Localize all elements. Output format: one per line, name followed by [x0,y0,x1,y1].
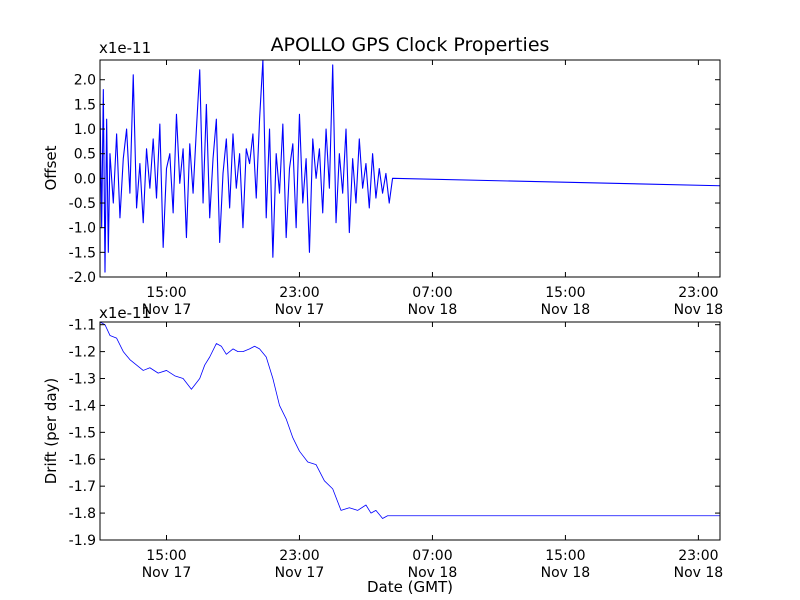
offset-x-tick-time: 15:00 [146,285,186,301]
drift-y-tick-label: -1.5 [69,425,96,441]
offset-x-tick-date: Nov 18 [541,302,591,318]
drift-x-tick-time: 15:00 [545,548,585,564]
drift-x-tick-date: Nov 18 [674,565,724,581]
drift-series-line-0 [99,321,720,519]
offset-y-tick-label: -1.0 [69,221,96,237]
offset-y-tick-label: -1.5 [69,245,96,261]
offset-x-tick-time: 23:00 [279,285,319,301]
drift-x-tick-time: 23:00 [279,548,319,564]
drift-y-tick-label: -1.2 [69,345,96,361]
drift-y-tick-label: -1.8 [69,506,96,522]
drift-y-tick-label: -1.6 [69,452,96,468]
offset-x-tick-time: 07:00 [412,285,452,301]
offset-x-tick-date: Nov 17 [142,302,192,318]
drift-axis-label: Drift (per day) [42,378,60,485]
drift-x-tick-date: Nov 18 [541,565,591,581]
offset-x-tick-date: Nov 18 [674,302,724,318]
drift-y-tick-label: -1.3 [69,372,96,388]
drift-y-tick-label: -1.4 [69,398,96,414]
offset-y-tick-label: 1.5 [74,97,96,113]
offset-y-tick-label: 0.5 [74,147,96,163]
drift-x-tick-time: 15:00 [146,548,186,564]
x-axis-label: Date (GMT) [367,578,453,596]
offset-y-tick-label: 2.0 [74,73,96,89]
drift-x-tick-time: 07:00 [412,548,452,564]
offset-y-tick-label: -2.0 [69,270,96,286]
offset-x-tick-date: Nov 18 [408,302,458,318]
drift-x-tick-date: Nov 17 [142,565,192,581]
drift-x-tick-date: Nov 17 [275,565,325,581]
drift-y-tick-label: -1.1 [69,318,96,334]
offset-axis-label: Offset [42,145,60,190]
offset-y-tick-label: 0.0 [74,171,96,187]
offset-series-line-0 [99,59,721,273]
offset-y-tick-label: -0.5 [69,196,96,212]
drift-axes-frame [99,321,721,541]
offset-x-tick-date: Nov 17 [275,302,325,318]
drift-axis-multiplier: x1e-11 [99,304,151,322]
offset-x-tick-time: 23:00 [678,285,718,301]
offset-axis-multiplier: x1e-11 [99,39,151,57]
offset-axes-frame [99,59,721,278]
drift-y-tick-label: -1.9 [69,533,96,549]
offset-y-tick-label: 1.0 [74,122,96,138]
offset-x-tick-time: 15:00 [545,285,585,301]
drift-y-tick-label: -1.7 [69,479,96,495]
chart-title: APOLLO GPS Clock Properties [271,34,550,56]
drift-x-tick-time: 23:00 [678,548,718,564]
drift-x-tick-date: Nov 18 [408,565,458,581]
